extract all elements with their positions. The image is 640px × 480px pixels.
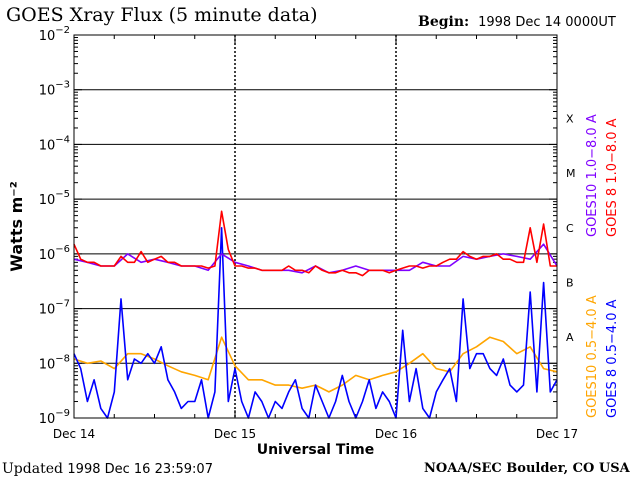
y-tick-label: 10−2 [39, 25, 70, 44]
x-tick-label: Dec 16 [375, 427, 417, 441]
credit-text: NOAA/SEC Boulder, CO USA [424, 461, 630, 476]
y-tick-label: 10−7 [39, 299, 70, 318]
chart-title: GOES Xray Flux (5 minute data) [6, 4, 318, 26]
x-tick-label: Dec 14 [53, 427, 95, 441]
series-line [73, 227, 558, 419]
y-tick-label: 10−9 [39, 408, 70, 427]
begin-value: 1998 Dec 14 0000UT [478, 15, 616, 30]
series-line [73, 243, 558, 274]
legend-entry: GOES10 1.0−8.0 A [585, 114, 600, 237]
updated-label: Updated [2, 461, 63, 477]
y-axis-title: Watts m⁻² [7, 181, 26, 271]
legend-entry: GOES 8 1.0−8.0 A [605, 118, 620, 237]
flare-class-label: X [566, 112, 574, 125]
x-tick-label: Dec 15 [214, 427, 256, 441]
updated-value: 1998 Dec 16 23:59:07 [67, 462, 213, 477]
y-tick-label: 10−3 [39, 80, 70, 99]
legend-entry: GOES10 0.5−4.0 A [585, 295, 600, 418]
series-line [73, 336, 558, 393]
flare-class-label: A [566, 331, 574, 344]
flare-class-label: M [566, 167, 576, 180]
x-axis-title: Universal Time [257, 442, 375, 458]
series-line [73, 210, 557, 277]
updated-timestamp: Updated 1998 Dec 16 23:59:07 [2, 461, 213, 477]
begin-time: Begin: 1998 Dec 14 0000UT [418, 14, 616, 30]
flare-class-label: C [566, 222, 574, 235]
legend-entry: GOES 8 0.5−4.0 A [605, 299, 620, 418]
y-tick-label: 10−4 [39, 134, 70, 153]
y-tick-label: 10−5 [39, 189, 70, 208]
x-tick-label: Dec 17 [536, 427, 578, 441]
y-tick-label: 10−6 [39, 244, 70, 263]
flare-class-label: B [566, 276, 574, 289]
begin-label: Begin: [418, 14, 470, 30]
plot-frame [73, 34, 558, 419]
y-tick-label: 10−8 [39, 353, 70, 372]
